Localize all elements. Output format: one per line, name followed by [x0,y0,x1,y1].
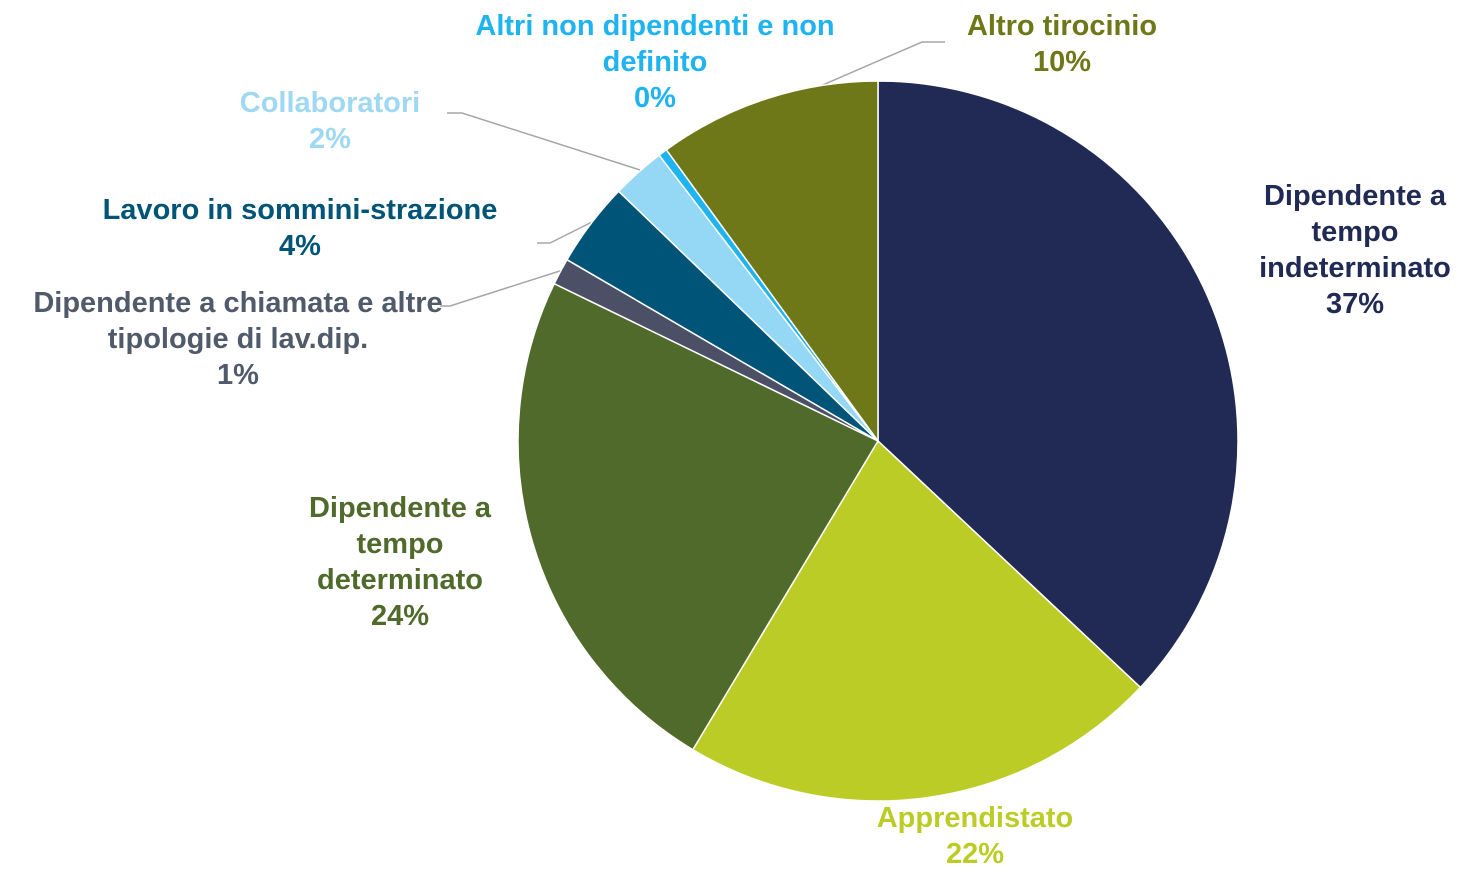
leader-line [537,221,593,244]
pie-slice [877,80,1239,689]
leader-line [447,112,641,171]
category-label: Dipendente a chiamata e altre tipologie … [33,287,443,355]
slice-label: Dipendente a tempo determinato 24% [293,490,508,634]
pie-slice [665,80,879,444]
pie-slice [691,439,1142,802]
category-label: Altri non dipendenti e non definito [475,10,835,78]
slice-label: Apprendistato 22% [825,800,1125,872]
slice-label: Dipendente a tempo indeterminato 37% [1248,178,1463,322]
value-label: 10% [1032,46,1092,78]
slice-label: Collaboratori 2% [180,85,480,157]
leader-line [440,269,564,307]
slice-label: Altri non dipendenti e non definito 0% [420,8,890,116]
value-label: 2% [309,123,351,155]
category-label: Dipendente a tempo determinato [308,492,492,596]
category-label: Dipendente a tempo indeterminato [1259,180,1451,284]
category-label: Collaboratori [239,87,421,119]
value-label: 24% [370,600,430,632]
category-label: Apprendistato [876,802,1074,834]
value-label: 0% [634,82,676,114]
slice-label: Altro tirocinio 10% [912,8,1212,80]
value-label: 1% [217,359,259,391]
value-label: 22% [945,838,1005,870]
category-label: Altro tirocinio [966,10,1158,42]
value-label: 37% [1325,288,1385,320]
category-label: Lavoro in sommini-strazione [102,194,498,226]
pie-slice [517,282,880,751]
value-label: 4% [279,230,321,262]
slice-label: Lavoro in sommini-strazione 4% [40,192,560,264]
slice-label: Dipendente a chiamata e altre tipologie … [3,285,473,393]
